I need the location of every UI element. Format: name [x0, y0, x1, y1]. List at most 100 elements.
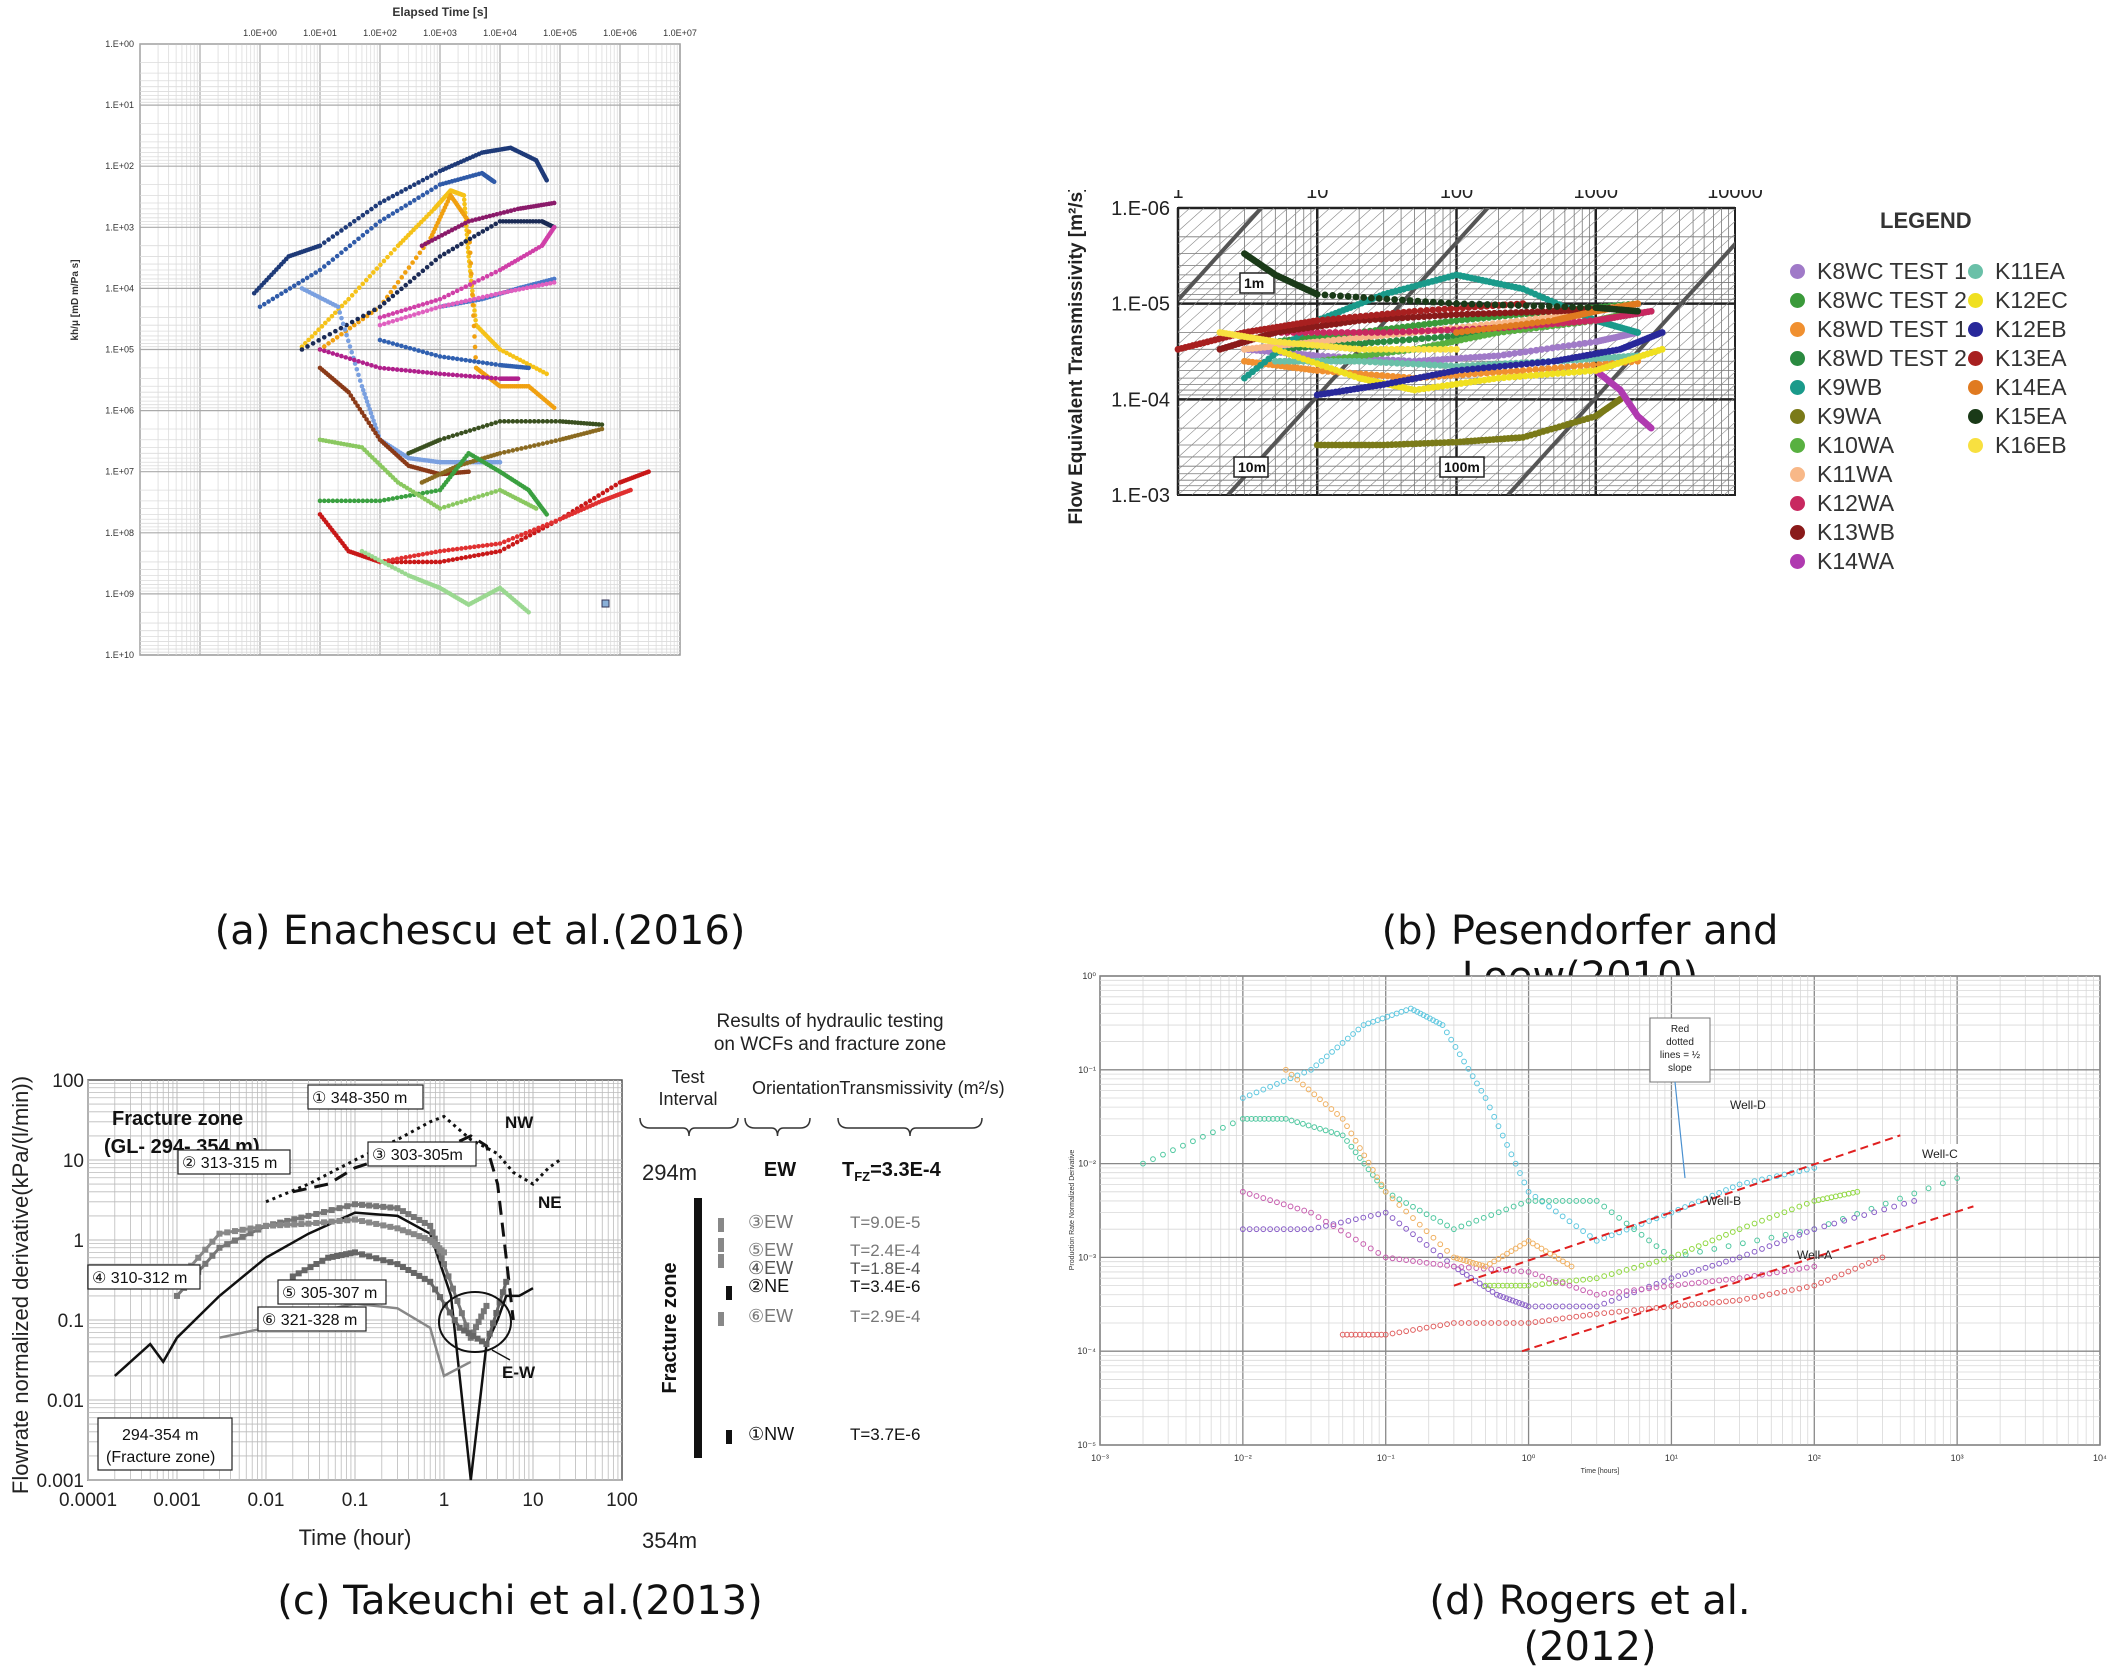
- data-point: [373, 203, 379, 209]
- data-point: [505, 209, 510, 214]
- data-point: [441, 371, 447, 377]
- data-point: [403, 270, 408, 275]
- data-point: [480, 424, 486, 429]
- data-point: [1616, 1308, 1623, 1315]
- data-point: [1345, 1218, 1352, 1224]
- data-point: [514, 534, 520, 539]
- data-point: [524, 285, 530, 291]
- data-point: [1525, 1282, 1532, 1289]
- table-col: Interval: [658, 1089, 717, 1109]
- table-orientation-main: EW: [764, 1159, 796, 1181]
- data-point: [1702, 1300, 1709, 1307]
- data-point: [342, 300, 348, 305]
- data-point: [1436, 361, 1444, 369]
- data-point: [467, 282, 473, 287]
- data-point: [1140, 1160, 1146, 1167]
- data-point: [1538, 365, 1546, 373]
- data-point: [367, 273, 373, 279]
- data-point: [403, 559, 409, 565]
- panel-b: Elapsed Time [s]1101001000100001.E-061.E…: [1060, 162, 2113, 710]
- data-point: [347, 344, 353, 349]
- data-point: [1576, 362, 1584, 370]
- data-point: [1348, 1143, 1355, 1150]
- data-point: [364, 417, 369, 422]
- data-point: [351, 218, 357, 224]
- data-point: [437, 354, 443, 359]
- data-point: [209, 1252, 216, 1259]
- data-point: [1328, 1129, 1335, 1135]
- data-point: [1378, 310, 1386, 318]
- data-point: [646, 469, 651, 475]
- y-tick-label: 100: [52, 1071, 84, 1092]
- data-point: [1315, 1214, 1322, 1221]
- data-point: [553, 438, 559, 444]
- y-tick-label: 1.E+01: [105, 100, 134, 110]
- data-point: [476, 295, 481, 301]
- data-point: [1576, 318, 1583, 326]
- data-point: [480, 276, 486, 281]
- data-point: [1409, 313, 1417, 321]
- table-transmissivity: T=3.7E-6: [850, 1425, 920, 1444]
- data-point: [476, 494, 481, 499]
- data-point: [1442, 311, 1450, 319]
- data-point: [446, 292, 451, 298]
- data-point: [345, 338, 351, 344]
- data-point: [1441, 305, 1449, 313]
- legend-swatch: [1968, 322, 1983, 337]
- data-point: [471, 296, 477, 302]
- data-point: [366, 403, 371, 408]
- data-point: [390, 311, 396, 316]
- data-point: [480, 360, 486, 365]
- data-point: [1551, 364, 1559, 372]
- data-point: [1539, 318, 1547, 326]
- data-point: [1365, 1159, 1372, 1166]
- data-point: [366, 1253, 373, 1260]
- table-brace: [744, 1117, 811, 1137]
- data-point: [1403, 1328, 1410, 1335]
- data-point: [360, 281, 366, 287]
- data-point: [491, 212, 496, 218]
- data-point: [1534, 319, 1542, 326]
- data-point: [1420, 313, 1428, 320]
- data-point: [484, 226, 490, 232]
- data-point: [1458, 316, 1466, 324]
- note-text: Red: [1671, 1024, 1689, 1035]
- annotation-label: ⑤ 305-307 m: [282, 1285, 377, 1302]
- chart-b: Elapsed Time [s]1101001000100001.E-061.E…: [1066, 162, 1763, 524]
- data-point: [416, 1233, 423, 1240]
- data-point: [1410, 1203, 1416, 1210]
- data-point: [1374, 1177, 1381, 1184]
- data-point: [1580, 1287, 1586, 1294]
- data-point: [493, 376, 499, 381]
- data-point: [480, 543, 486, 549]
- data-point: [1528, 319, 1536, 327]
- data-point: [1361, 358, 1368, 365]
- data-point: [1638, 1262, 1645, 1269]
- data-point: [497, 548, 503, 554]
- data-point: [1444, 1262, 1450, 1269]
- data-point: [1170, 1147, 1176, 1154]
- data-point: [1393, 337, 1400, 345]
- data-point: [489, 361, 494, 367]
- data-point: [515, 376, 521, 381]
- data-point: [1459, 1269, 1466, 1276]
- data-point: [424, 490, 430, 495]
- data-point: [1510, 1320, 1517, 1326]
- data-point: [433, 559, 439, 565]
- chart-c: 0.0001 0.001 0.01 0.1 1 10 1001001010.10.010.0…: [8, 1011, 1005, 1553]
- data-point: [344, 332, 349, 338]
- data-point: [1415, 345, 1423, 353]
- data-point: [1539, 1273, 1546, 1280]
- data-point: [437, 371, 443, 377]
- data-point: [609, 485, 614, 491]
- data-point: [465, 245, 471, 251]
- data-point: [1489, 1289, 1496, 1295]
- data-point: [296, 280, 301, 286]
- data-point: [613, 482, 619, 488]
- data-point: [416, 1272, 423, 1279]
- data-point: [386, 366, 391, 372]
- data-point: [523, 535, 529, 540]
- data-point: [1300, 1120, 1306, 1127]
- data-point: [266, 299, 271, 304]
- data-point: [312, 330, 318, 336]
